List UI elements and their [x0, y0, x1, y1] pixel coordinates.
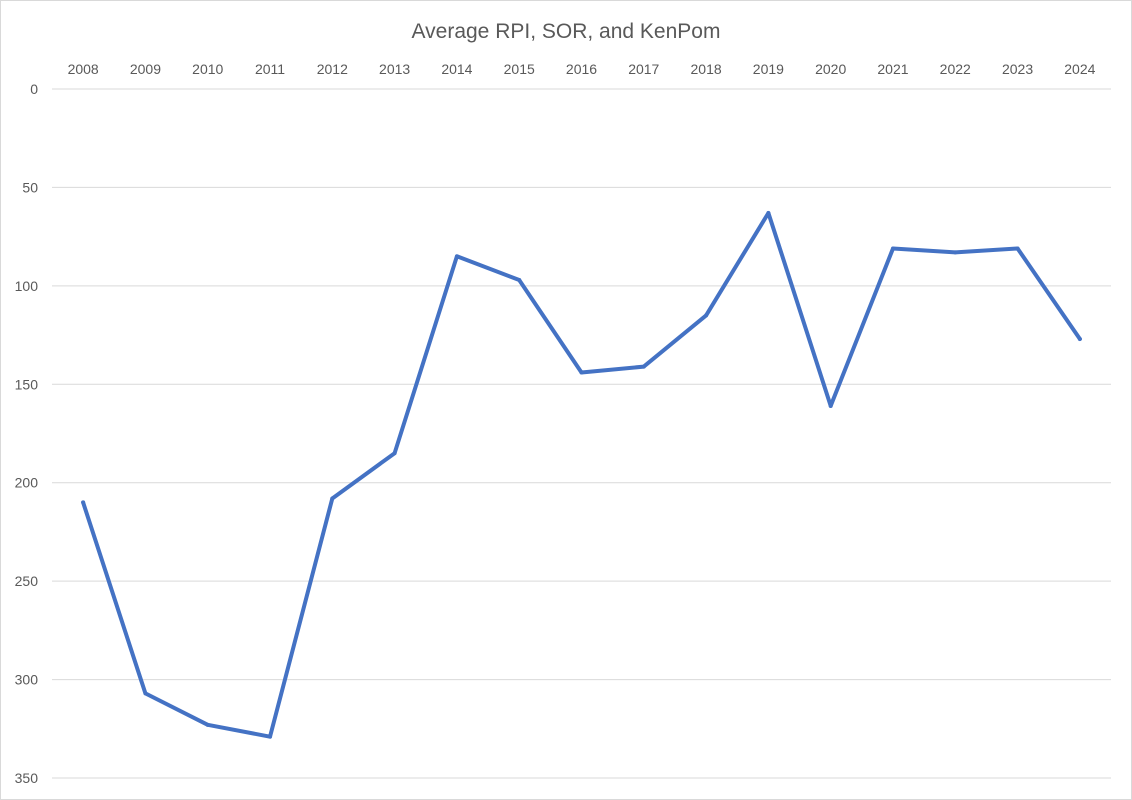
- data-point: [766, 211, 771, 216]
- data-point: [392, 451, 397, 456]
- y-tick-label: 200: [15, 475, 39, 491]
- data-point: [1077, 337, 1082, 342]
- y-tick-label: 350: [15, 770, 39, 786]
- x-tick-label: 2008: [68, 61, 99, 77]
- data-point: [143, 691, 148, 696]
- x-axis-tick-labels: 2008 2009 2010 2011 2012 2013 2014 2015 2016 2017…: [68, 61, 1096, 77]
- data-point: [641, 364, 646, 369]
- x-tick-label: 2015: [504, 61, 535, 77]
- series-layer: [81, 211, 1082, 739]
- x-tick-label: 2020: [815, 61, 846, 77]
- y-tick-label: 250: [15, 573, 39, 589]
- data-point: [704, 313, 709, 318]
- data-point: [1015, 246, 1020, 251]
- data-point: [81, 500, 86, 505]
- data-point: [828, 403, 833, 408]
- x-tick-label: 2021: [877, 61, 908, 77]
- data-point: [953, 250, 958, 255]
- data-point: [579, 370, 584, 375]
- x-tick-label: 2011: [255, 61, 285, 77]
- y-tick-label: 150: [15, 376, 39, 392]
- x-tick-label: 2019: [753, 61, 784, 77]
- y-tick-label: 300: [15, 672, 39, 688]
- x-tick-label: 2016: [566, 61, 597, 77]
- data-point: [454, 254, 459, 259]
- data-point: [268, 734, 273, 739]
- data-point: [330, 496, 335, 501]
- y-axis-tick-labels: 0 50 100 150 200 250 300 350: [15, 81, 39, 786]
- data-point: [517, 277, 522, 282]
- x-tick-label: 2010: [192, 61, 223, 77]
- x-tick-label: 2012: [317, 61, 348, 77]
- x-tick-label: 2017: [628, 61, 659, 77]
- y-tick-label: 50: [22, 179, 38, 195]
- chart-title: Average RPI, SOR, and KenPom: [412, 20, 721, 43]
- x-tick-label: 2009: [130, 61, 161, 77]
- data-point: [205, 722, 210, 727]
- y-tick-label: 100: [15, 278, 39, 294]
- x-tick-label: 2023: [1002, 61, 1033, 77]
- gridlines: [52, 88, 1111, 779]
- x-tick-label: 2014: [441, 61, 472, 77]
- y-tick-label: 0: [30, 81, 38, 97]
- x-tick-label: 2022: [940, 61, 971, 77]
- x-tick-label: 2018: [691, 61, 722, 77]
- series-line: [81, 211, 1082, 739]
- x-tick-label: 2013: [379, 61, 410, 77]
- x-tick-label: 2024: [1064, 61, 1095, 77]
- data-point: [890, 246, 895, 251]
